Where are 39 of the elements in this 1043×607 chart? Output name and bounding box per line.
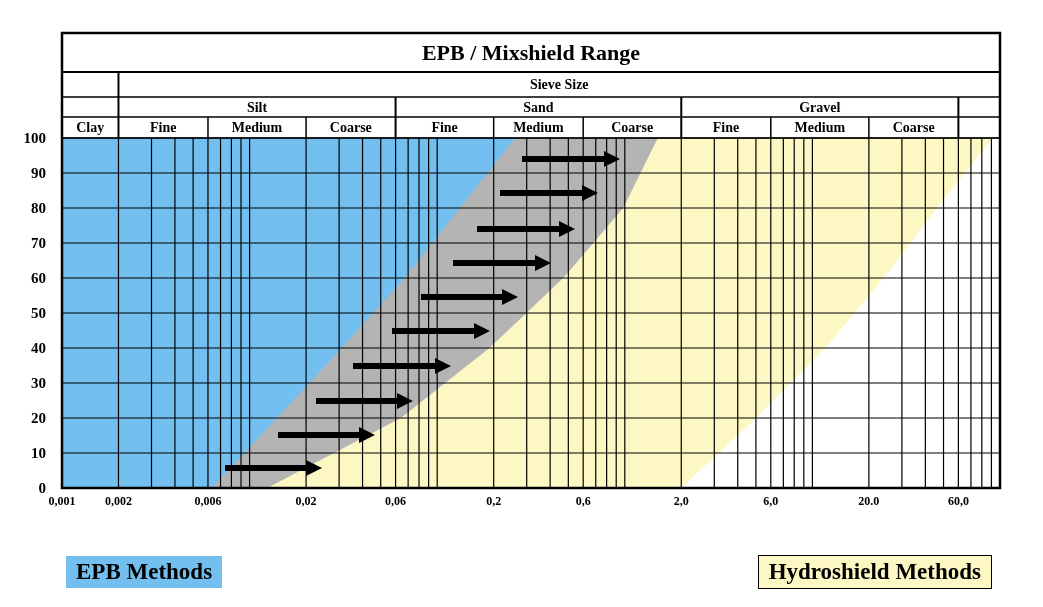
text: Silt [246, 99, 268, 115]
y-tick-label: 80 [31, 200, 46, 217]
text: Coarse [611, 120, 654, 136]
text: Fine [431, 120, 458, 136]
text: Fine [150, 120, 177, 136]
x-tick-label: 60,0 [947, 493, 969, 508]
text: Coarse [329, 120, 372, 136]
text: Medium [513, 120, 565, 136]
y-tick-label: 90 [31, 165, 46, 182]
text: Medium [231, 120, 283, 136]
x-tick-label: 0,06 [385, 493, 407, 508]
x-tick-label: 0,002 [104, 493, 132, 508]
text: Hydroshield Methods [758, 556, 991, 588]
y-tick-label: 50 [31, 305, 46, 322]
text: Fine [712, 120, 740, 136]
text: Sand [523, 99, 554, 115]
x-tick-label: 0,2 [486, 493, 502, 508]
x-tick-label: 0,001 [48, 493, 76, 508]
text: Gravel [799, 99, 841, 115]
x-tick-label: 0,006 [194, 493, 222, 508]
y-tick-label: 10 [31, 445, 46, 462]
text: Clay [76, 120, 105, 136]
y-tick-label: 20 [31, 410, 46, 427]
text: Coarse [892, 120, 935, 136]
x-tick-label: 6,0 [763, 493, 779, 508]
y-tick-label: 60 [31, 270, 46, 287]
y-tick-label: 70 [31, 235, 46, 252]
x-tick-label: 20.0 [858, 493, 880, 508]
y-tick-label: 30 [31, 375, 46, 392]
x-tick-label: 2,0 [673, 493, 689, 508]
text: EPB Methods [66, 556, 223, 588]
x-tick-label: 0,6 [575, 493, 591, 508]
y-tick-label: 100 [23, 130, 46, 147]
text: Medium [794, 120, 846, 136]
x-tick-label: 0,02 [295, 493, 317, 508]
y-tick-label: 40 [31, 340, 46, 357]
y-tick-label: 0 [38, 480, 46, 497]
text: Sieve Size [529, 77, 589, 93]
chart-title: EPB / Mixshield Range [421, 40, 641, 66]
